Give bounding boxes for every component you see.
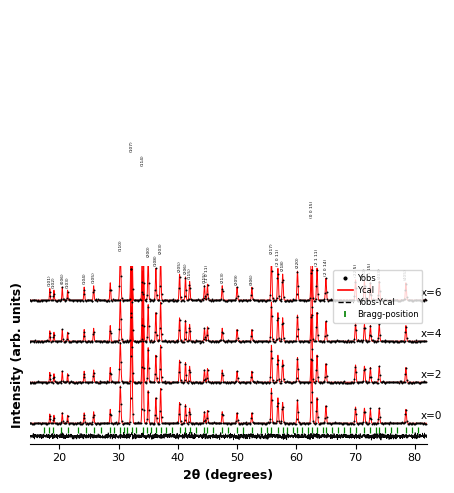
Text: (400): (400) <box>362 267 366 279</box>
Text: (108): (108) <box>154 254 158 266</box>
Legend: Yobs, Ycal, Yobs-Ycal, Bragg-position: Yobs, Ycal, Yobs-Ycal, Bragg-position <box>333 270 423 323</box>
Y-axis label: Intensity (arb. units): Intensity (arb. units) <box>11 282 24 428</box>
Text: (2 0 14): (2 0 14) <box>324 259 328 276</box>
Text: (209): (209) <box>235 273 239 284</box>
Text: (115): (115) <box>202 271 207 283</box>
Text: x=2: x=2 <box>421 370 442 380</box>
Text: (103): (103) <box>65 276 69 287</box>
Text: (114): (114) <box>141 155 145 167</box>
Text: (1 0 11): (1 0 11) <box>205 264 209 282</box>
Text: (306): (306) <box>250 273 254 284</box>
Text: (220): (220) <box>296 257 300 269</box>
Text: (205): (205) <box>178 260 182 272</box>
Text: x=0: x=0 <box>421 411 442 421</box>
Text: (200): (200) <box>146 245 150 257</box>
X-axis label: 2θ (degrees): 2θ (degrees) <box>183 469 273 482</box>
Text: (22 5): (22 5) <box>354 264 358 277</box>
Text: (110): (110) <box>118 240 122 251</box>
Text: x=6: x=6 <box>421 288 442 298</box>
Text: (2 0 11): (2 0 11) <box>276 248 280 266</box>
Text: (104): (104) <box>82 273 86 284</box>
Text: (101): (101) <box>48 274 52 286</box>
Text: (0 0 15): (0 0 15) <box>310 201 314 218</box>
Text: (1 1 15): (1 1 15) <box>368 263 372 280</box>
Text: (107): (107) <box>129 141 133 152</box>
Text: (206): (206) <box>183 263 188 274</box>
Text: (203): (203) <box>158 243 163 254</box>
Text: (006): (006) <box>60 273 64 284</box>
Text: (115): (115) <box>188 267 192 279</box>
Text: (217): (217) <box>269 243 273 254</box>
Text: (105): (105) <box>92 271 96 283</box>
Text: (218): (218) <box>281 260 285 272</box>
Text: (102): (102) <box>52 276 56 287</box>
Text: (403): (403) <box>377 267 381 279</box>
Text: (2 1 11): (2 1 11) <box>315 248 319 266</box>
Text: (213): (213) <box>220 272 224 283</box>
Text: x=4: x=4 <box>421 329 442 339</box>
Text: (405): (405) <box>404 268 408 280</box>
